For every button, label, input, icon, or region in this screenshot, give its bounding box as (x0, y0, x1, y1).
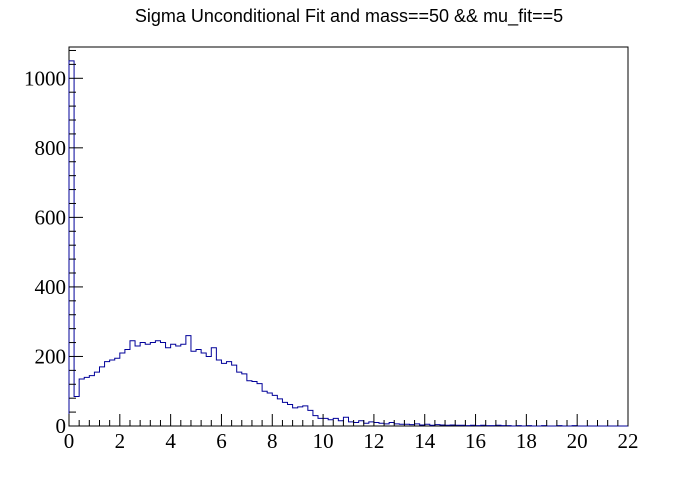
x-tick-label: 14 (414, 429, 436, 453)
histogram-bin (145, 344, 150, 426)
histogram-bin (105, 362, 110, 426)
histogram-bin (140, 343, 145, 426)
histogram-bin (201, 353, 206, 426)
histogram-bin (69, 61, 74, 426)
histogram-bin (176, 346, 181, 426)
histogram-bin (389, 423, 394, 426)
y-tick-label: 600 (35, 205, 67, 229)
x-tick-label: 2 (115, 429, 126, 453)
histogram-bin (171, 344, 176, 426)
histogram-bin (257, 384, 262, 426)
histogram-bin (99, 367, 104, 426)
histogram-bin (272, 395, 277, 426)
y-tick-label: 0 (56, 414, 67, 438)
histogram-bin (308, 410, 313, 426)
histogram-bin (282, 402, 287, 426)
histogram-bin (247, 381, 252, 426)
histogram-bin (211, 348, 216, 426)
histogram-bin (94, 372, 99, 426)
histogram-bin (338, 421, 343, 426)
histogram-bin (181, 344, 186, 426)
histogram-bin (221, 363, 226, 426)
histogram-bin (155, 341, 160, 426)
histogram-bin (369, 422, 374, 426)
histogram-bin (110, 360, 115, 426)
histogram-bin (216, 360, 221, 426)
histogram-bin (354, 423, 359, 426)
x-tick-label: 20 (567, 429, 588, 453)
histogram-bin (298, 407, 303, 426)
histogram-bin (262, 391, 267, 426)
histogram-bin (135, 346, 140, 426)
histogram-bin (242, 374, 247, 426)
histogram-bin (74, 396, 79, 426)
x-tick-label: 16 (465, 429, 486, 453)
histogram-bin (120, 353, 125, 426)
histogram-bin (125, 350, 130, 427)
x-tick-label: 10 (313, 429, 334, 453)
histogram-bin (288, 404, 293, 426)
y-tick-label: 1000 (24, 66, 66, 90)
histogram-bin (150, 343, 155, 426)
x-tick-label: 8 (267, 429, 278, 453)
x-tick-label: 18 (516, 429, 537, 453)
histogram-bin (237, 372, 242, 426)
histogram-bin (303, 406, 308, 426)
histogram-bin (89, 376, 94, 426)
histogram-bin (293, 408, 298, 426)
chart-title: Sigma Unconditional Fit and mass==50 && … (0, 6, 698, 27)
histogram-bin (323, 418, 328, 426)
histogram-bin (333, 418, 338, 426)
histogram-bin (166, 348, 171, 426)
histogram-bin (196, 350, 201, 427)
histogram-bin (227, 362, 232, 426)
y-tick-label: 800 (35, 136, 67, 160)
histogram-bin (318, 418, 323, 426)
histogram-bin (130, 341, 135, 426)
histogram-bin (374, 423, 379, 426)
histogram-bin (115, 358, 120, 426)
histogram-bin (160, 343, 165, 426)
histogram-bin (84, 377, 89, 426)
y-tick-label: 200 (35, 344, 67, 368)
histogram-bin (79, 379, 84, 426)
histogram-bin (191, 351, 196, 426)
histogram-bin (343, 417, 348, 426)
histogram-bin (349, 422, 354, 426)
y-tick-label: 400 (35, 275, 67, 299)
histogram-bin (206, 356, 211, 426)
histogram-bin (313, 416, 318, 426)
x-tick-label: 22 (618, 429, 639, 453)
x-tick-label: 6 (216, 429, 227, 453)
histogram-bin (267, 393, 272, 426)
histogram-bin (359, 421, 364, 426)
histogram-bin (252, 381, 257, 426)
histogram-bin (277, 399, 282, 426)
histogram-bin (328, 420, 333, 426)
histogram-bin (186, 336, 191, 426)
histogram-bin (232, 365, 237, 426)
x-tick-label: 4 (165, 429, 176, 453)
x-tick-label: 12 (363, 429, 384, 453)
